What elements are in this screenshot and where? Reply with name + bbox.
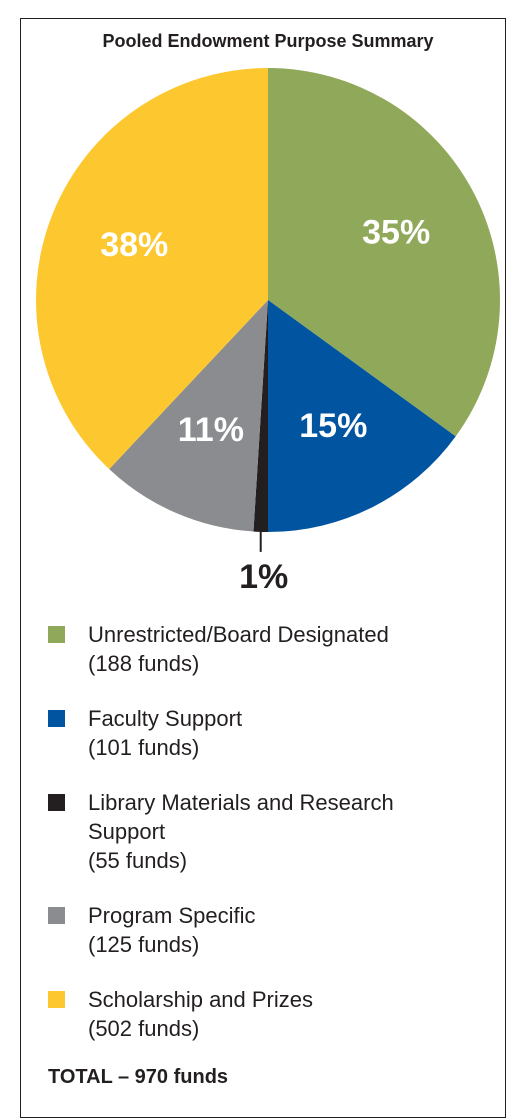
- legend-label: Library Materials and Research Support: [88, 790, 394, 844]
- legend-swatch: [48, 626, 65, 643]
- legend-entry: Library Materials and Research Support (5…: [48, 788, 468, 875]
- legend-swatch: [48, 710, 65, 727]
- legend-text: Scholarship and Prizes (502 funds): [88, 985, 468, 1043]
- value-label: 11%: [178, 411, 244, 449]
- legend-note: (188 funds): [88, 651, 200, 676]
- pie-slice: [36, 68, 268, 470]
- value-label: 1%: [239, 558, 288, 596]
- pie-slice: [268, 300, 456, 532]
- pie-slice: [109, 300, 268, 532]
- legend-entry: Program Specific (125 funds): [48, 901, 468, 959]
- legend-note: (101 funds): [88, 735, 200, 760]
- footer: TOTAL – 970 funds: [48, 1066, 229, 1088]
- pie-slice: [268, 68, 500, 437]
- legend-text: Library Materials and Research Support (5…: [88, 788, 468, 875]
- legend-entry: Unrestricted/Board Designated (188 funds): [48, 620, 468, 678]
- value-label: 38%: [100, 226, 168, 264]
- legend-label: Scholarship and Prizes: [88, 987, 314, 1012]
- pie-slice: [253, 300, 268, 532]
- legend-text: Faculty Support (101 funds): [88, 704, 468, 762]
- legend-entry: Faculty Support (101 funds): [48, 704, 468, 762]
- chart: Pooled Endowment Purpose Summary 35% 15% 1…: [36, 31, 500, 596]
- legend-swatch: [48, 794, 65, 811]
- legend-text: Program Specific (125 funds): [88, 901, 468, 959]
- value-label: 35%: [362, 214, 430, 252]
- legend-swatch: [48, 991, 65, 1008]
- value-label: 15%: [299, 407, 367, 445]
- legend-label: Faculty Support: [88, 706, 243, 731]
- legend-label: Unrestricted/Board Designated: [88, 622, 389, 647]
- legend: Unrestricted/Board Designated (188 funds)…: [48, 620, 468, 1069]
- legend-note: (125 funds): [88, 932, 200, 957]
- legend-text: Unrestricted/Board Designated (188 funds): [88, 620, 468, 678]
- legend-swatch: [48, 907, 65, 924]
- legend-entry: Scholarship and Prizes (502 funds): [48, 985, 468, 1043]
- legend-note: (502 funds): [88, 1016, 200, 1041]
- legend-label: Program Specific: [88, 903, 256, 928]
- legend-note: (55 funds): [88, 848, 188, 873]
- chart-title: Pooled Endowment Purpose Summary: [102, 31, 433, 51]
